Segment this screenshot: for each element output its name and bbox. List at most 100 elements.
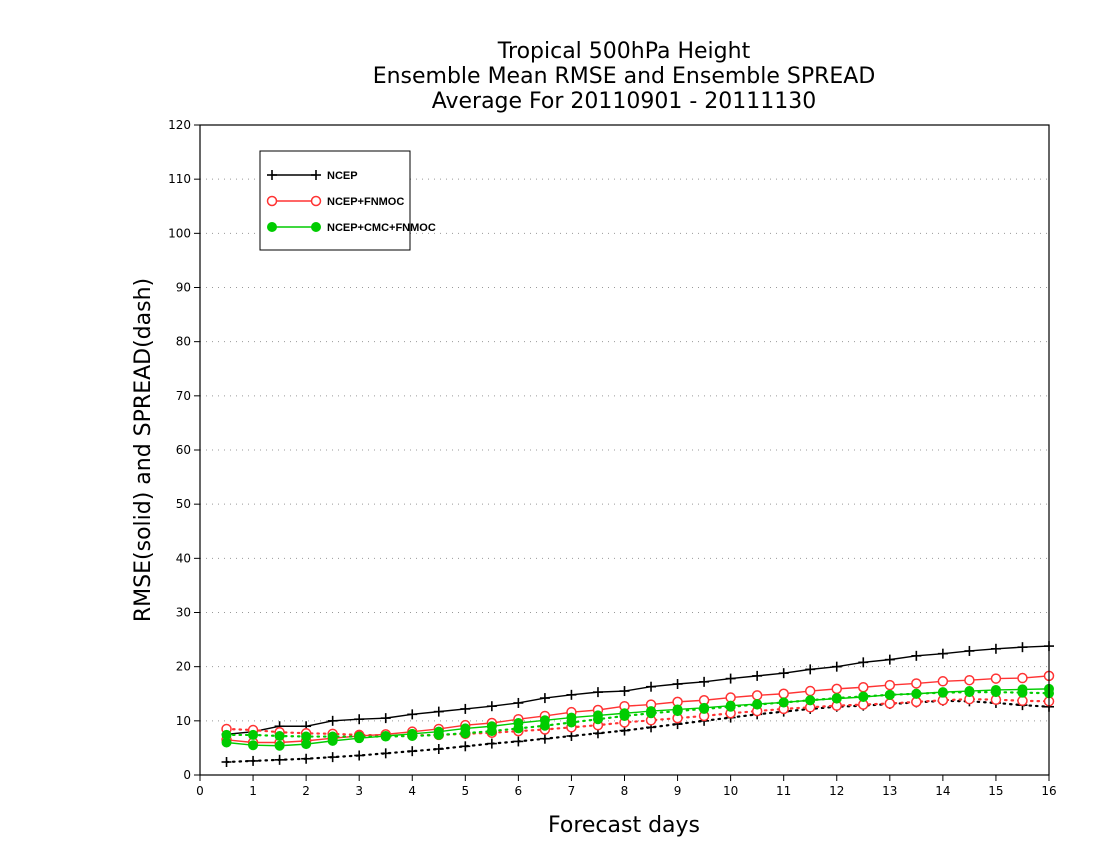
rmse-point-ncep-fnmoc bbox=[751, 690, 763, 701]
spread-point-ncep bbox=[433, 744, 444, 754]
rmse-point-ncep bbox=[513, 697, 524, 708]
legend-marker bbox=[266, 195, 278, 207]
rmse-point-ncep bbox=[831, 661, 842, 672]
x-tick-label: 4 bbox=[408, 784, 416, 798]
y-tick-label: 110 bbox=[168, 172, 191, 186]
rmse-point-ncep bbox=[990, 643, 1001, 654]
y-tick-label: 80 bbox=[176, 335, 191, 349]
rmse-point-ncep-cmc-fnmoc bbox=[699, 702, 710, 713]
rmse-point-ncep-cmc-fnmoc bbox=[486, 721, 497, 732]
x-tick-label: 8 bbox=[621, 784, 629, 798]
x-axis-title: Forecast days bbox=[548, 813, 700, 838]
rmse-point-ncep-cmc-fnmoc bbox=[619, 708, 630, 719]
plot-frame bbox=[199, 124, 1050, 776]
legend-marker bbox=[311, 222, 321, 232]
x-tick-label: 6 bbox=[515, 784, 523, 798]
x-tick-label: 3 bbox=[355, 784, 363, 798]
rmse-point-ncep-cmc-fnmoc bbox=[513, 718, 524, 728]
rmse-point-ncep-cmc-fnmoc bbox=[301, 739, 312, 750]
spread-point-ncep-fnmoc bbox=[884, 698, 896, 709]
y-tick-label: 50 bbox=[176, 497, 191, 511]
legend-marker bbox=[267, 170, 277, 180]
spread-point-ncep bbox=[513, 736, 524, 747]
rmse-point-ncep bbox=[911, 650, 922, 661]
rmse-point-ncep bbox=[937, 648, 948, 659]
y-tick-label: 0 bbox=[183, 768, 191, 782]
rmse-point-ncep-cmc-fnmoc bbox=[407, 728, 418, 739]
rmse-point-ncep bbox=[884, 654, 895, 665]
rmse-point-ncep-cmc-fnmoc bbox=[327, 735, 338, 746]
rmse-point-ncep bbox=[433, 706, 444, 717]
rmse-point-ncep-cmc-fnmoc bbox=[646, 706, 657, 717]
x-tick-label: 5 bbox=[461, 784, 469, 798]
rmse-point-ncep-cmc-fnmoc bbox=[460, 723, 471, 734]
legend-label: NCEP bbox=[327, 170, 358, 182]
x-tick-label: 9 bbox=[674, 784, 682, 798]
spread-point-ncep bbox=[221, 757, 232, 767]
rmse-point-ncep-cmc-fnmoc bbox=[990, 684, 1001, 695]
rmse-point-ncep-cmc-fnmoc bbox=[964, 686, 975, 697]
rmse-point-ncep-cmc-fnmoc bbox=[831, 693, 842, 704]
spread-point-ncep bbox=[460, 741, 471, 752]
spread-point-ncep bbox=[380, 748, 391, 759]
x-tick-label: 2 bbox=[302, 784, 310, 798]
rmse-point-ncep bbox=[486, 701, 497, 712]
rmse-point-ncep-cmc-fnmoc bbox=[778, 697, 789, 708]
y-tick-label: 20 bbox=[176, 660, 191, 674]
legend-marker bbox=[310, 195, 322, 207]
legend-label: NCEP+CMC+FNMOC bbox=[327, 222, 436, 234]
x-tick-label: 15 bbox=[988, 784, 1003, 798]
spread-point-ncep bbox=[407, 746, 418, 757]
rmse-point-ncep bbox=[380, 713, 391, 724]
rmse-point-ncep bbox=[592, 687, 603, 698]
rmse-point-ncep-cmc-fnmoc bbox=[911, 688, 922, 699]
rmse-point-ncep-fnmoc bbox=[964, 674, 975, 686]
x-tick-label: 10 bbox=[723, 784, 738, 798]
rmse-point-ncep bbox=[327, 715, 338, 726]
rmse-point-ncep bbox=[1017, 642, 1028, 653]
spread-point-ncep-cmc-fnmoc bbox=[274, 731, 285, 741]
rmse-point-ncep-fnmoc bbox=[884, 679, 896, 691]
rmse-point-ncep bbox=[619, 686, 630, 697]
y-tick-label: 70 bbox=[176, 389, 191, 403]
rmse-point-ncep bbox=[407, 709, 418, 720]
rmse-point-ncep bbox=[566, 689, 577, 700]
rmse-point-ncep bbox=[354, 714, 365, 725]
y-tick-label: 100 bbox=[168, 226, 191, 240]
spread-point-ncep bbox=[566, 731, 577, 741]
rmse-point-ncep bbox=[964, 645, 975, 656]
x-tick-label: 14 bbox=[935, 784, 950, 798]
rmse-point-ncep-cmc-fnmoc bbox=[274, 740, 285, 751]
spread-point-ncep bbox=[248, 755, 259, 766]
rmse-point-ncep bbox=[725, 673, 736, 684]
y-tick-label: 40 bbox=[176, 551, 191, 565]
legend-marker bbox=[267, 222, 277, 232]
spread-point-ncep bbox=[354, 750, 365, 761]
spread-point-ncep bbox=[327, 752, 338, 763]
rmse-point-ncep bbox=[539, 693, 550, 704]
rmse-point-ncep-cmc-fnmoc bbox=[752, 699, 763, 710]
rmse-point-ncep-cmc-fnmoc bbox=[433, 726, 444, 737]
x-tick-label: 12 bbox=[829, 784, 844, 798]
rmse-point-ncep-cmc-fnmoc bbox=[539, 715, 550, 726]
rmse-point-ncep-fnmoc bbox=[831, 683, 842, 695]
spread-point-ncep bbox=[539, 733, 550, 744]
rmse-point-ncep-cmc-fnmoc bbox=[1017, 684, 1028, 695]
spread-point-ncep bbox=[301, 753, 312, 764]
y-axis-title: RMSE(solid) and SPREAD(dash) bbox=[131, 278, 156, 622]
legend-marker bbox=[311, 170, 321, 180]
rmse-point-ncep-fnmoc bbox=[911, 678, 922, 689]
rmse-point-ncep-fnmoc bbox=[937, 676, 949, 687]
y-tick-label: 60 bbox=[176, 443, 191, 457]
rmse-point-ncep-cmc-fnmoc bbox=[248, 740, 259, 751]
rmse-point-ncep bbox=[858, 657, 869, 668]
rmse-point-ncep-fnmoc bbox=[778, 688, 789, 699]
series-group bbox=[221, 641, 1055, 767]
rmse-point-ncep bbox=[460, 703, 471, 714]
rmse-point-ncep bbox=[805, 664, 816, 675]
x-tick-label: 7 bbox=[568, 784, 576, 798]
x-tick-label: 1 bbox=[249, 784, 257, 798]
rmse-point-ncep-cmc-fnmoc bbox=[858, 692, 869, 702]
